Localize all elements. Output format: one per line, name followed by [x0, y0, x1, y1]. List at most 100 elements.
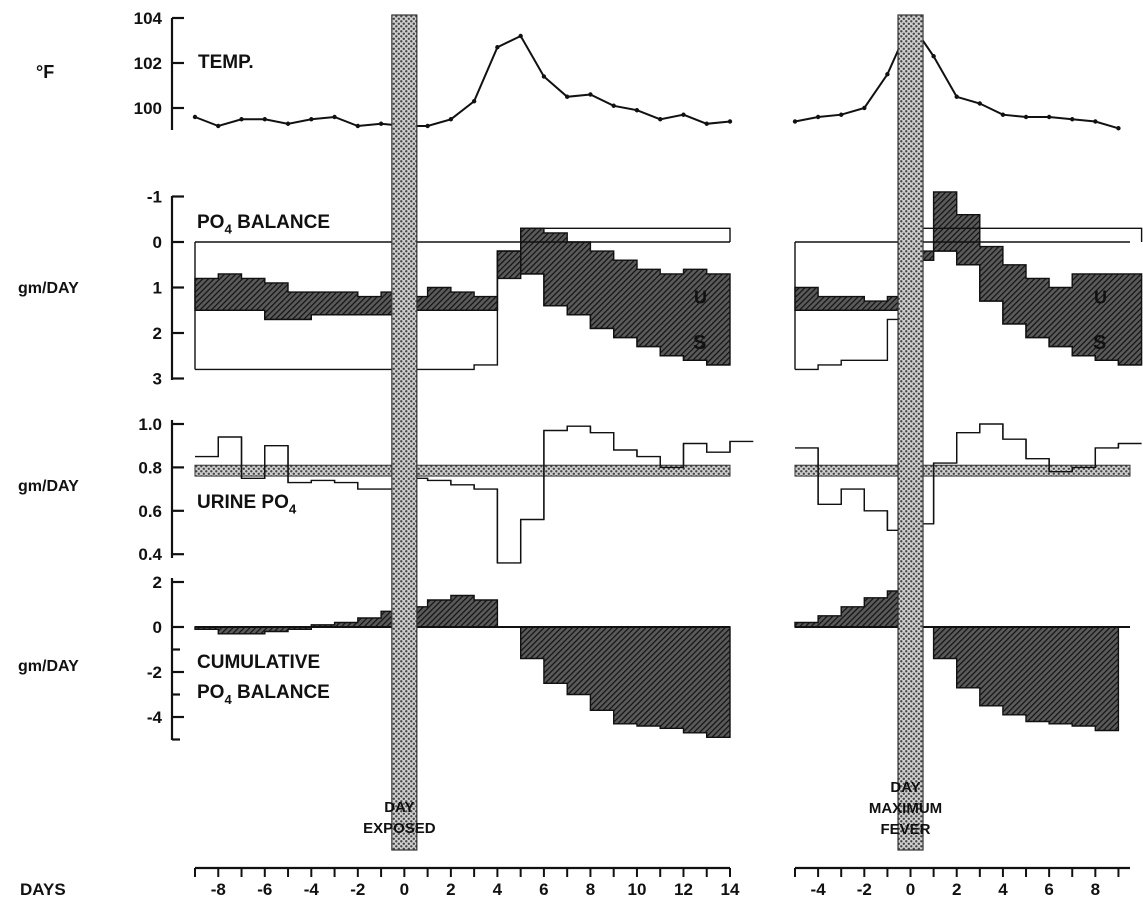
- x-tick-label-left: 8: [586, 880, 595, 899]
- temp-line-left: [195, 36, 730, 126]
- x-tick-label-left: -8: [211, 880, 226, 899]
- urine-y-tick-label: 0.4: [138, 545, 162, 564]
- bal-stool-label-left: S: [693, 332, 706, 354]
- x-tick-label-right: 2: [952, 880, 961, 899]
- cum-y-tick-label: 2: [153, 573, 162, 592]
- temp-unit: °F: [36, 62, 54, 82]
- urine-y-tick-label: 0.8: [138, 458, 162, 477]
- x-tick-label-right: -4: [811, 880, 827, 899]
- temp-line-left-point: [611, 104, 615, 108]
- temp-line-right-point: [1047, 115, 1051, 119]
- temp-line-left-point: [728, 119, 732, 123]
- temp-line-left-point: [263, 117, 267, 121]
- title-part-1: 4: [289, 502, 297, 517]
- bal-y-tick-label: 1: [153, 279, 162, 298]
- temp-line-right-point: [862, 106, 866, 110]
- temp-line-right-point: [1116, 126, 1120, 130]
- bal-urine-label-right: U: [1094, 287, 1107, 307]
- temp-line-left-point: [495, 45, 499, 49]
- temp-line-left-point: [332, 115, 336, 119]
- temp-line-right-point: [1024, 115, 1028, 119]
- temp-line-left-point: [356, 124, 360, 128]
- temp-line-right-point: [885, 72, 889, 76]
- cum-y-tick-label: -4: [147, 708, 163, 727]
- temp-label: TEMP.: [198, 52, 254, 73]
- reference-bar-left: [392, 15, 417, 850]
- x-tick-label-left: -4: [304, 880, 320, 899]
- title-part-2: BALANCE: [232, 212, 330, 233]
- urine-y-tick-label: 1.0: [138, 415, 162, 434]
- temp-line-left-point: [193, 115, 197, 119]
- temp-line-right-point: [1001, 113, 1005, 117]
- x-tick-label-right: -2: [857, 880, 872, 899]
- urine-unit: gm/DAY: [18, 478, 79, 495]
- reference-label-right: MAXIMUM: [869, 800, 942, 817]
- temp-line-right-point: [955, 95, 959, 99]
- urine-title: URINE PO4: [197, 492, 297, 517]
- temp-line-left-point: [216, 124, 220, 128]
- temp-y-tick-label: 100: [134, 99, 162, 118]
- temp-line-left-point: [518, 34, 522, 38]
- temp-line-right-point: [839, 113, 843, 117]
- temp-line-right-point: [978, 101, 982, 105]
- reference-label-left: EXPOSED: [363, 820, 436, 837]
- bal-urine-band-right: [795, 192, 1142, 365]
- temp-line-left-point: [565, 95, 569, 99]
- bal-y-tick-label: 3: [153, 370, 162, 389]
- temp-line-left-point: [379, 122, 383, 126]
- reference-bar-right: [898, 15, 923, 850]
- urine-step-line-right: [795, 424, 1142, 530]
- x-tick-label-left: 10: [627, 880, 646, 899]
- reference-label-right: DAY: [890, 779, 920, 796]
- x-tick-label-right: 0: [906, 880, 915, 899]
- chart-panels: [172, 15, 1142, 877]
- reference-label-left: DAY: [384, 799, 414, 816]
- x-tick-label-right: 6: [1044, 880, 1053, 899]
- bal-y-tick-label: -1: [147, 188, 162, 207]
- cum-y-tick-label: 0: [153, 618, 162, 637]
- cum-y-tick-label: -2: [147, 663, 162, 682]
- x-tick-label-left: 4: [493, 880, 503, 899]
- temp-line-left-point: [588, 92, 592, 96]
- temp-line-left-point: [542, 74, 546, 78]
- temp-line-left-point: [449, 117, 453, 121]
- x-tick-label-left: 12: [674, 880, 693, 899]
- bal-title: PO4 BALANCE: [197, 212, 330, 237]
- cum-title-line-2: PO4 BALANCE: [197, 682, 330, 707]
- temp-line-right-point: [793, 119, 797, 123]
- x-tick-label-left: 2: [446, 880, 455, 899]
- x-tick-label-left: -6: [257, 880, 272, 899]
- temp-line-left-point: [658, 117, 662, 121]
- bal-urine-band-left: [195, 228, 730, 365]
- bal-y-tick-label: 2: [153, 324, 162, 343]
- title-part-0: PO: [197, 682, 224, 703]
- cum-area-right: [795, 591, 1118, 731]
- x-tick-label-left: 14: [721, 880, 740, 899]
- title-part-0: URINE PO: [197, 492, 289, 513]
- x-tick-label-right: 8: [1091, 880, 1100, 899]
- urine-y-tick-label: 0.6: [138, 502, 162, 521]
- x-tick-label-left: 0: [400, 880, 409, 899]
- temp-line-left-point: [635, 108, 639, 112]
- temp-line-left-point: [239, 117, 243, 121]
- bal-stool-label-right: S: [1093, 332, 1106, 354]
- x-axis-title: DAYS: [20, 880, 66, 899]
- x-tick-label-left: 6: [539, 880, 548, 899]
- x-tick-label-right: 4: [998, 880, 1008, 899]
- title-part-0: PO: [197, 212, 224, 233]
- cum-unit: gm/DAY: [18, 658, 79, 675]
- title-part-2: BALANCE: [232, 682, 330, 703]
- temp-line-right-point: [1070, 117, 1074, 121]
- temp-y-tick-label: 102: [134, 54, 162, 73]
- reference-label-right: FEVER: [881, 821, 931, 838]
- temp-line-right-point: [931, 54, 935, 58]
- x-tick-label-left: -2: [350, 880, 365, 899]
- cum-title-line-1: CUMULATIVE: [197, 652, 320, 673]
- temp-line-left-point: [286, 122, 290, 126]
- bal-y-tick-label: 0: [153, 233, 162, 252]
- temp-line-left-point: [472, 99, 476, 103]
- temp-y-tick-label: 104: [134, 9, 163, 28]
- temp-line-left-point: [681, 113, 685, 117]
